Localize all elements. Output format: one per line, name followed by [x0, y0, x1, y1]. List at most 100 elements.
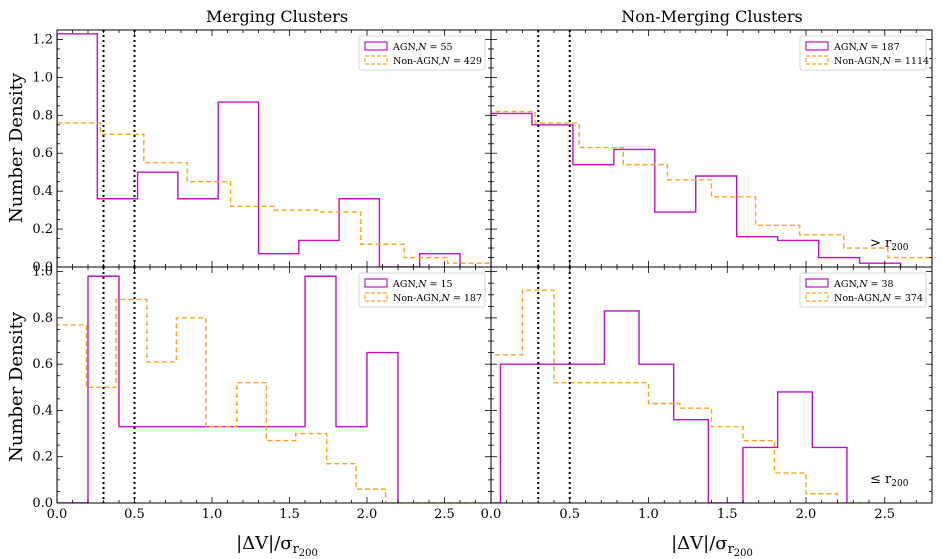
legend-label-value: = 15: [427, 279, 453, 290]
legend-label-n: N: [417, 42, 427, 53]
nonagn-histogram-series: [491, 289, 869, 503]
legend-label-value: = 1114: [891, 56, 929, 67]
y-tick-label: 0.2: [32, 222, 53, 237]
legend-label-base: Non-AGN,: [393, 56, 442, 67]
radius-annotation-sub: 200: [891, 479, 908, 489]
col-title-merging: Merging Clusters: [206, 7, 348, 26]
y-tick-label: 0.6: [32, 357, 53, 372]
agn-histogram-series: [491, 112, 902, 267]
ylabel-bottom: Number Density: [6, 311, 27, 462]
legend-swatch-agn: [364, 278, 388, 288]
legend-label-n: N: [417, 279, 427, 290]
legend-label-nonagn: Non-AGN,N = 374: [834, 293, 923, 304]
legend-label-value: = 38: [868, 279, 894, 290]
legend-swatch-nonagn: [805, 292, 829, 302]
xlabel-right-main: |ΔV|/σ: [671, 533, 727, 554]
panel-plot-area: [57, 30, 491, 267]
legend-label-base: Non-AGN,: [834, 293, 883, 304]
radius-annotation: ≤ r200: [870, 472, 909, 489]
radius-annotation: > r200: [870, 236, 909, 253]
xlabel-left-main: |ΔV|/σ: [236, 533, 292, 554]
x-tick-label: 1.0: [638, 507, 659, 522]
legend-label-base: AGN,: [392, 42, 418, 53]
agn-histogram-series: [491, 310, 848, 503]
legend-label-n: N: [441, 56, 451, 67]
y-tick-label: 0.6: [32, 146, 53, 161]
legend-label-agn: AGN,N = 38: [833, 279, 894, 290]
legend-swatch-agn: [805, 41, 829, 51]
legend-label-nonagn: Non-AGN,N = 429: [393, 56, 482, 67]
xlabel-right-sub: r: [728, 542, 735, 557]
legend-swatch-agn: [805, 278, 829, 288]
x-tick-label: 1.5: [279, 507, 300, 522]
legend-label-agn: AGN,N = 187: [833, 42, 900, 53]
ylabel-top: Number Density: [6, 72, 27, 223]
radius-annotation-main: > r: [870, 236, 892, 251]
legend-box: [799, 272, 927, 308]
col-title-nonmerging: Non-Merging Clusters: [621, 7, 802, 26]
legend-label-base: AGN,: [392, 279, 418, 290]
x-tick-label: 0.5: [559, 507, 580, 522]
y-tick-label: 0.8: [32, 108, 53, 123]
legend-label-base: AGN,: [833, 42, 859, 53]
legend-label-n: N: [858, 42, 868, 53]
legend-label-base: Non-AGN,: [834, 56, 883, 67]
radius-annotation-main: ≤ r: [870, 472, 892, 487]
y-tick-label: 0.8: [32, 311, 53, 326]
y-tick-label: 1.0: [32, 70, 53, 85]
legend-swatch-nonagn: [364, 55, 388, 65]
xlabel-left-sub: r: [293, 542, 300, 557]
nonagn-histogram-series: [57, 298, 476, 503]
x-tick-label: 2.5: [874, 507, 895, 522]
x-tick-label: 0.0: [47, 507, 68, 522]
xlabel-left-subsub: 200: [299, 548, 318, 559]
legend-label-agn: AGN,N = 15: [392, 279, 453, 290]
x-tick-label: 2.0: [796, 507, 817, 522]
xlabel-right-subsub: 200: [734, 548, 753, 559]
legend-label-n: N: [441, 293, 451, 304]
legend-swatch-nonagn: [364, 292, 388, 302]
y-tick-label: 0.4: [32, 184, 53, 199]
x-tick-label: 0.0: [481, 507, 502, 522]
y-tick-label: 0.0: [32, 260, 53, 275]
legend-label-n: N: [882, 56, 892, 67]
legend-box: [358, 35, 486, 71]
panel-plot-area: [57, 267, 476, 503]
y-tick-label: 0.2: [32, 450, 53, 465]
x-tick-label: 2.5: [434, 507, 455, 522]
legend-label-value: = 374: [891, 293, 923, 304]
legend-swatch-nonagn: [805, 55, 829, 65]
nonagn-histogram-series: [57, 122, 491, 267]
radius-annotation-sub: 200: [891, 243, 908, 253]
legend-swatch-agn: [364, 41, 388, 51]
legend-label-value: = 55: [427, 42, 453, 53]
xlabel-left: |ΔV|/σr200: [236, 533, 318, 559]
legend-label-n: N: [858, 279, 868, 290]
y-tick-label: 1.2: [32, 32, 53, 47]
panel-plot-area: [491, 30, 932, 267]
y-tick-label: 0.4: [32, 403, 53, 418]
y-tick-label: 0.0: [32, 496, 53, 511]
panel-bottom-left: 0.0 0.5 1.0 1.5 2.0 2.5 0.0 0.2 0.4 0.6 0.8 1.0 AGN,…: [32, 265, 492, 522]
nonagn-histogram-series: [491, 110, 932, 267]
legend-box: [799, 35, 927, 71]
legend-label-nonagn: Non-AGN,N = 187: [393, 293, 482, 304]
legend-label-nonagn: Non-AGN,N = 1114: [834, 56, 929, 67]
legend-label-base: Non-AGN,: [393, 293, 442, 304]
x-tick-label: 0.5: [124, 507, 145, 522]
x-tick-label: 1.5: [717, 507, 738, 522]
legend-label-base: AGN,: [833, 279, 859, 290]
panel-plot-area: [491, 267, 869, 503]
legend-label-agn: AGN,N = 55: [392, 42, 453, 53]
legend-label-value: = 187: [450, 293, 482, 304]
x-tick-label: 2.0: [357, 507, 378, 522]
xlabel-right: |ΔV|/σr200: [671, 533, 753, 559]
agn-histogram-series: [57, 275, 399, 503]
